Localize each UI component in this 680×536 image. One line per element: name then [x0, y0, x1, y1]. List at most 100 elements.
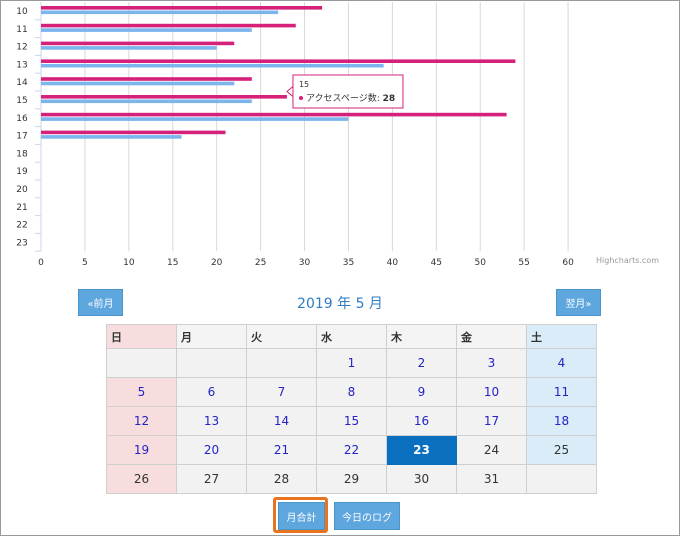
calendar-day-15[interactable]: 15	[316, 406, 387, 436]
calendar-day-6[interactable]: 6	[176, 377, 247, 407]
calendar-day-31: 31	[456, 464, 527, 494]
calendar-day-11[interactable]: 11	[526, 377, 597, 407]
bar-primary	[41, 23, 296, 28]
y-category-label: 13	[16, 60, 27, 70]
weekday-header: 金	[456, 324, 527, 349]
weekday-header: 水	[316, 324, 387, 349]
y-category-label: 22	[16, 221, 27, 231]
x-tick-label: 45	[431, 258, 442, 268]
highlight-box	[273, 497, 328, 533]
calendar-empty-cell	[106, 348, 177, 378]
x-tick-label: 20	[211, 258, 223, 268]
today-log-button[interactable]: 今日のログ	[334, 502, 400, 530]
x-tick-label: 25	[255, 258, 266, 268]
tooltip-category: 15	[299, 80, 309, 89]
bar-secondary	[41, 63, 384, 68]
calendar-day-16[interactable]: 16	[386, 406, 457, 436]
tooltip-series-dot	[298, 96, 303, 100]
calendar-day-4[interactable]: 4	[526, 348, 597, 378]
calendar-empty-cell	[176, 348, 247, 378]
calendar-day-9[interactable]: 9	[386, 377, 457, 407]
bar-primary	[41, 130, 226, 135]
calendar-day-1[interactable]: 1	[316, 348, 387, 378]
bar-secondary	[41, 81, 235, 86]
y-category-label: 12	[16, 43, 27, 53]
y-category-label: 20	[16, 185, 28, 195]
bar-primary	[41, 41, 235, 46]
y-category-label: 19	[16, 167, 28, 177]
weekday-header: 火	[246, 324, 317, 349]
x-tick-label: 5	[82, 258, 88, 268]
calendar-week-row: 5 6 7 8 9 10 11	[106, 377, 597, 407]
next-month-button[interactable]: 翌月»	[556, 289, 601, 316]
y-category-label: 17	[16, 132, 27, 142]
calendar-day-27: 27	[176, 464, 247, 494]
calendar-day-13[interactable]: 13	[176, 406, 247, 436]
y-category-label: 15	[16, 96, 27, 106]
prev-month-button[interactable]: «前月	[78, 289, 123, 316]
weekday-header: 月	[176, 324, 247, 349]
bar-primary	[41, 95, 287, 99]
bar-secondary	[41, 10, 279, 15]
bar-secondary	[41, 117, 349, 121]
access-bar-chart: 0 5 10 15 20 25 30 35 40 45 50 55 60 10 11 12 13 14 15 16 17…	[16, 2, 659, 268]
x-tick-label: 35	[343, 258, 354, 268]
bar-primary	[41, 112, 507, 117]
calendar-day-21[interactable]: 21	[246, 435, 317, 465]
calendar-day-30: 30	[386, 464, 457, 494]
y-category-label: 21	[16, 203, 27, 213]
y-category-label: 14	[16, 78, 28, 88]
calendar-day-18[interactable]: 18	[526, 406, 597, 436]
weekday-header: 土	[526, 324, 597, 349]
calendar-week-row: 12 13 14 15 16 17 18	[106, 406, 597, 436]
calendar-day-3[interactable]: 3	[456, 348, 527, 378]
calendar-day-8[interactable]: 8	[316, 377, 387, 407]
month-title: 2019 年 5 月	[297, 296, 383, 312]
calendar-day-19[interactable]: 19	[106, 435, 177, 465]
weekday-header: 木	[386, 324, 457, 349]
calendar-day-17[interactable]: 17	[456, 406, 527, 436]
calendar-day-12[interactable]: 12	[106, 406, 177, 436]
x-tick-label: 40	[387, 258, 399, 268]
calendar-day-26: 26	[106, 464, 177, 494]
calendar-day-5[interactable]: 5	[106, 377, 177, 407]
bar-primary	[41, 77, 252, 81]
calendar-day-28: 28	[246, 464, 317, 494]
calendar-day-10[interactable]: 10	[456, 377, 527, 407]
calendar-table: 日月火水木金土 1 2 3 4 5 6 7 8 9 10 11 12 13 14 15 16 17 18 19 20 2…	[106, 324, 597, 494]
calendar-day-29: 29	[316, 464, 387, 494]
calendar-day-7[interactable]: 7	[246, 377, 317, 407]
y-category-label: 10	[16, 7, 28, 17]
y-category-label: 18	[16, 149, 28, 159]
x-tick-label: 10	[123, 258, 135, 268]
weekday-header: 日	[106, 324, 177, 349]
bar-secondary	[41, 135, 182, 139]
x-tick-label: 0	[38, 258, 44, 268]
calendar-day-22[interactable]: 22	[316, 435, 387, 465]
x-tick-label: 60	[562, 258, 574, 268]
calendar-week-row: 19 20 21 22 23 24 25	[106, 435, 597, 465]
y-category-label: 11	[16, 25, 27, 35]
calendar-week-row: 26 27 28 29 30 31	[106, 464, 597, 494]
y-category-label: 23	[16, 238, 27, 248]
calendar-day-2[interactable]: 2	[386, 348, 457, 378]
calendar-empty-cell	[526, 464, 597, 494]
calendar-day-24: 24	[456, 435, 527, 465]
tooltip-box	[286, 74, 404, 109]
x-tick-label: 50	[475, 258, 487, 268]
x-tick-label: 15	[167, 258, 178, 268]
bar-primary	[41, 59, 516, 63]
calendar-day-23[interactable]: 23	[386, 435, 457, 465]
calendar-day-25: 25	[526, 435, 597, 465]
bar-primary	[41, 6, 323, 10]
calendar-day-20[interactable]: 20	[176, 435, 247, 465]
x-tick-label: 30	[299, 258, 311, 268]
monthly-total-button[interactable]: 月合計	[278, 502, 325, 530]
calendar-day-14[interactable]: 14	[246, 406, 317, 436]
bar-secondary	[41, 99, 252, 104]
chart-credits: Highcharts.com	[596, 256, 659, 265]
calendar-empty-cell	[246, 348, 317, 378]
y-category-label: 16	[16, 114, 28, 124]
x-tick-label: 55	[518, 258, 529, 268]
